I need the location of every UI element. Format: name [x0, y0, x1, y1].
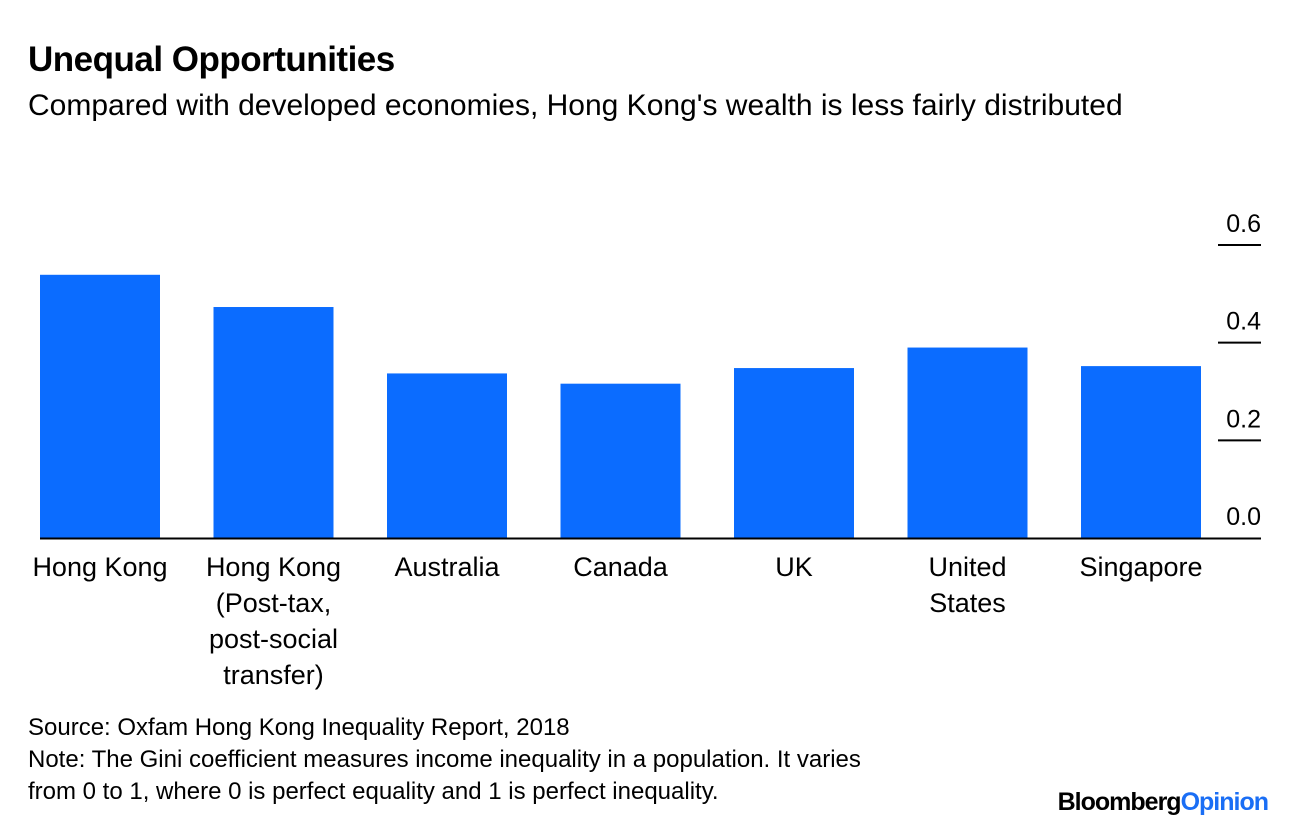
y-tick-label-3: 0.6	[1226, 210, 1261, 238]
note-text-line-2: from 0 to 1, where 0 is perfect equality…	[28, 778, 719, 805]
x-tick-label-3: Canada	[573, 552, 669, 582]
bar-6	[1081, 366, 1201, 538]
chart-title: Unequal Opportunities	[28, 40, 395, 79]
bar-4	[734, 368, 854, 538]
bar-3	[560, 383, 681, 538]
bar-2	[387, 373, 507, 538]
bar-chart: 0.0 0.2 0.4 0.6 Hong Kong Hong Kong (Post-tax,…	[32, 210, 1261, 690]
footnote: Source: Oxfam Hong Kong Inequality Repor…	[28, 712, 861, 808]
bar-5	[907, 347, 1028, 538]
y-tick-label-0: 0.0	[1226, 503, 1261, 531]
x-tick-label-4: UK	[775, 552, 813, 582]
x-tick-label-2: Australia	[394, 552, 500, 582]
x-tick-label-6: Singapore	[1079, 552, 1202, 582]
chart-subtitle: Compared with developed economies, Hong …	[28, 89, 1123, 122]
note-text-line-1: Note: The Gini coefficient measures inco…	[28, 746, 861, 773]
bar-1	[213, 307, 334, 538]
x-tick-label-5: United States	[928, 552, 1006, 618]
x-tick-label-1: Hong Kong (Post-tax, post-social transfer)	[206, 552, 341, 690]
x-tick-label-0: Hong Kong	[32, 552, 167, 582]
bloomberg-opinion-logo: BloombergOpinion	[1057, 788, 1269, 816]
y-tick-label-2: 0.4	[1226, 308, 1261, 336]
y-tick-label-1: 0.2	[1226, 405, 1261, 433]
source-text: Source: Oxfam Hong Kong Inequality Repor…	[28, 714, 570, 741]
bar-0	[40, 274, 160, 538]
